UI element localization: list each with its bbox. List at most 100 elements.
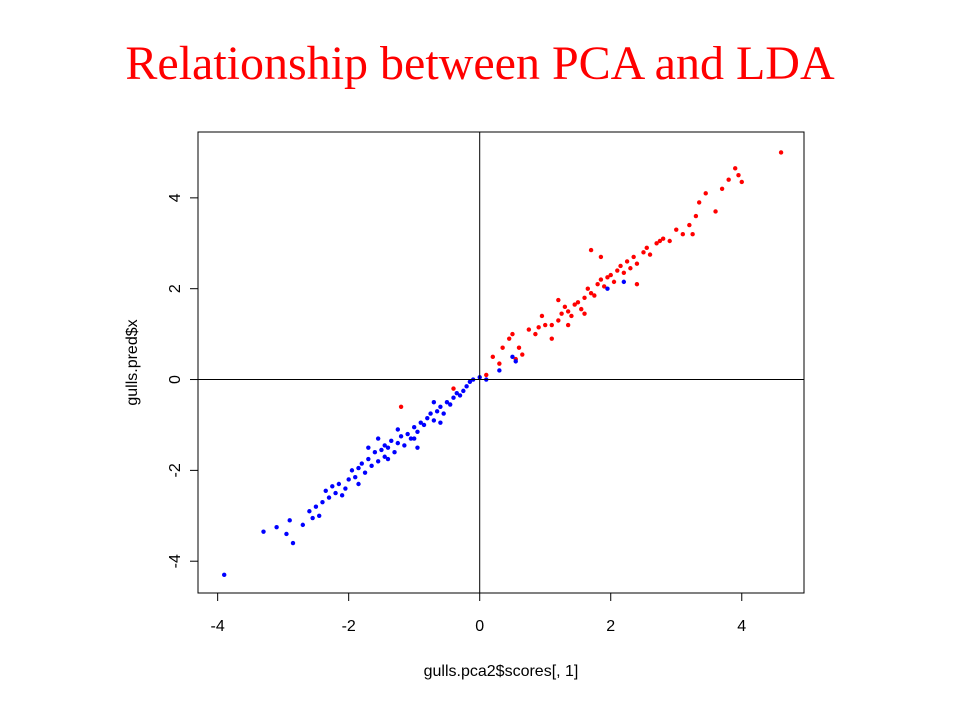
y-tick-label: 4 [167,193,184,202]
blue-point [454,390,459,396]
blue-point [339,493,345,498]
y-tick-label: -4 [167,554,184,568]
red-point [693,213,699,219]
x-tick-label: 2 [606,618,615,635]
red-point [647,252,653,257]
blue-point [402,443,407,448]
x-tick-label: -4 [211,618,225,635]
blue-point [336,481,342,487]
blue-point [307,509,312,514]
red-point [516,345,522,350]
blue-point [451,395,456,400]
y-tick-label: 2 [167,284,184,293]
blue-point [425,415,430,421]
blue-point [385,445,391,450]
red-point [654,241,659,246]
red-point [690,231,695,237]
red-point [582,295,587,300]
blue-point [317,513,322,518]
red-point [736,172,741,178]
red-point [533,331,538,337]
blue-point [395,440,401,446]
red-point [579,306,584,312]
red-point [605,275,610,280]
x-tick-label: 4 [737,618,746,635]
red-point [490,354,496,360]
blue-point [333,490,338,496]
red-point [588,247,594,253]
red-point [588,291,594,296]
red-point [598,277,604,282]
red-point [562,304,568,310]
blue-point [415,429,420,434]
red-point [585,286,591,291]
red-point [608,272,613,278]
blue-point [261,529,266,534]
red-point [667,238,672,244]
blue-point [392,450,397,455]
blue-point [349,468,355,473]
blue-point [366,445,371,450]
blue-point [385,456,391,462]
blue-point [379,447,384,453]
red-point [601,284,607,289]
blue-point [467,379,473,385]
red-point [778,150,784,155]
blue-point [510,354,515,360]
blue-point [464,384,469,389]
blue-point [356,481,361,487]
red-point [703,191,708,196]
red-point [526,327,532,332]
blue-point [353,474,358,480]
blue-point [375,436,381,441]
red-point [733,166,738,171]
red-point [549,322,554,328]
x-axis-title: gulls.pca2$scores[, 1] [424,663,579,680]
blue-point [313,504,319,509]
y-axis: -4 -2 0 2 4 [167,193,199,568]
blue-point [395,427,401,432]
red-point [611,279,617,285]
blue-point [343,486,348,491]
blue-point [369,463,374,469]
red-point [719,186,725,191]
blue-point [222,572,227,578]
blue-point [421,422,427,428]
blue-point [398,434,404,439]
red-point [615,268,620,273]
blue-point [366,456,371,462]
red-point [631,254,636,260]
y-axis-title: gulls.pred$x [124,319,141,405]
red-point [634,281,640,287]
y-tick-label: -2 [167,463,184,477]
red-point [595,281,600,287]
red-point [556,297,561,303]
red-point [592,293,597,298]
red-point [628,266,633,271]
x-tick-label: 0 [475,618,484,635]
red-point [726,177,731,182]
red-point [621,270,627,275]
blue-point [621,279,627,285]
red-point [634,261,640,266]
red-point [549,336,554,341]
red-point [680,231,685,237]
blue-point [438,420,443,425]
blue-point [346,477,351,482]
blue-point [405,431,410,437]
red-point [598,254,604,260]
blue-point [428,411,433,416]
blue-point [513,359,518,364]
red-point [644,245,649,251]
red-point [559,311,564,316]
blue-point [418,420,423,425]
x-tick-label: -2 [342,618,356,635]
red-point [624,259,630,264]
reference-lines [198,132,804,593]
red-point [484,372,489,378]
blue-point [310,515,315,521]
blue-point [300,522,306,528]
red-point [565,322,571,328]
red-point [572,302,577,307]
